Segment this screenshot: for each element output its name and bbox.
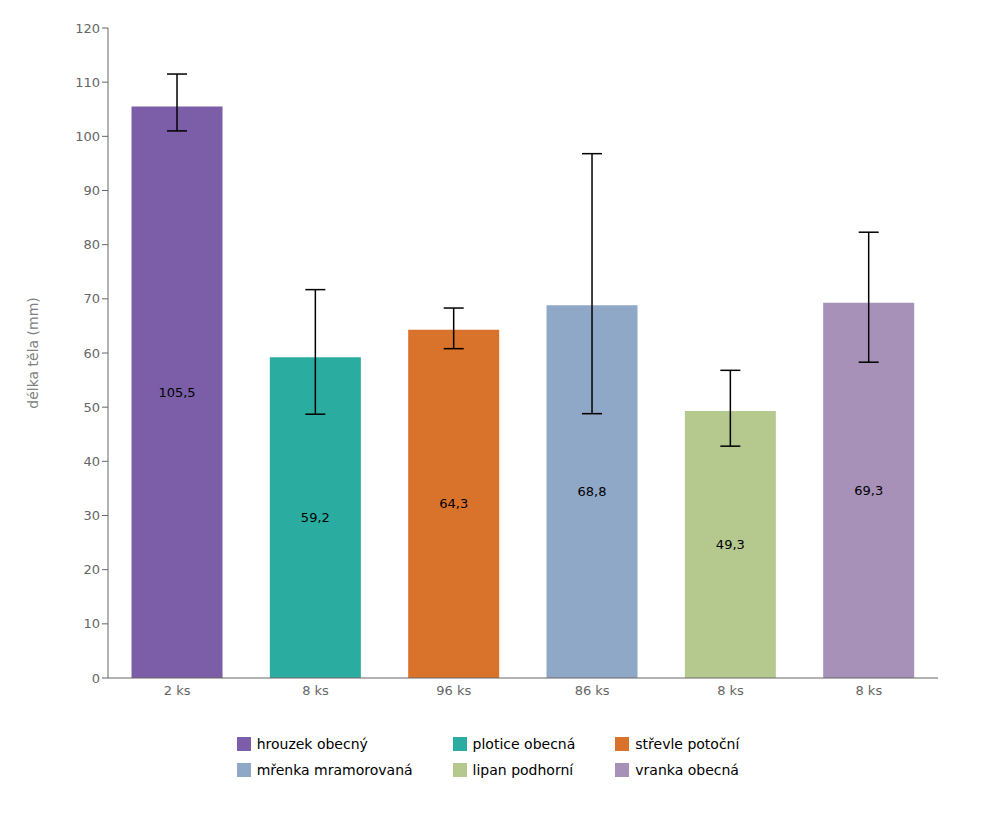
- svg-text:8 ks: 8 ks: [855, 683, 882, 698]
- html-text:plotice obecná: plotice obecná: [472, 736, 576, 752]
- html-text:střevle potoční: střevle potoční: [635, 736, 740, 752]
- svg-text:86 ks: 86 ks: [575, 683, 610, 698]
- svg-text:0: 0: [92, 671, 100, 686]
- svg-text:96 ks: 96 ks: [436, 683, 471, 698]
- html-text:mřenka mramorovaná: mřenka mramorovaná: [256, 762, 413, 778]
- html-text:vranka obecná: vranka obecná: [635, 762, 739, 778]
- svg-text:8 ks: 8 ks: [717, 683, 744, 698]
- svg-text:70: 70: [83, 291, 100, 306]
- svg-text:90: 90: [83, 183, 100, 198]
- svg-text:64,3: 64,3: [439, 496, 468, 511]
- svg-text:80: 80: [83, 237, 100, 252]
- svg-text:10: 10: [83, 616, 100, 631]
- svg-text:60: 60: [83, 346, 100, 361]
- svg-text:30: 30: [83, 508, 100, 523]
- svg-text:59,2: 59,2: [301, 510, 330, 525]
- svg-text:120: 120: [75, 21, 100, 36]
- svg-text:8 ks: 8 ks: [302, 683, 329, 698]
- svg-text:20: 20: [83, 562, 100, 577]
- svg-text:délka těla (mm): délka těla (mm): [25, 297, 41, 409]
- svg-text:2 ks: 2 ks: [164, 683, 191, 698]
- svg-text:50: 50: [83, 400, 100, 415]
- svg-text:68,8: 68,8: [578, 484, 607, 499]
- svg-text:69,3: 69,3: [854, 483, 883, 498]
- svg-text:105,5: 105,5: [158, 385, 195, 400]
- html-text:hrouzek obecný: hrouzek obecný: [256, 736, 368, 752]
- html-text:lipan podhorní: lipan podhorní: [472, 762, 574, 778]
- svg-text:49,3: 49,3: [716, 537, 745, 552]
- svg-text:40: 40: [83, 454, 100, 469]
- svg-text:110: 110: [75, 75, 100, 90]
- svg-text:100: 100: [75, 129, 100, 144]
